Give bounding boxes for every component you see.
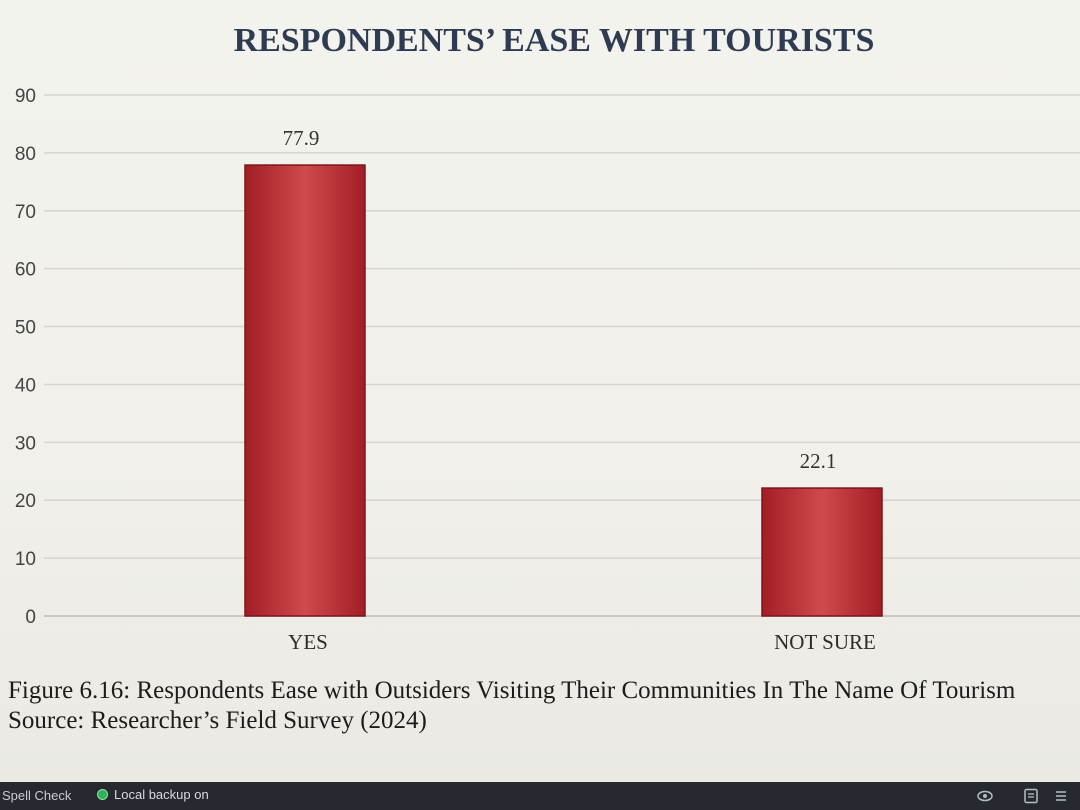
status-bar: Spell Check Local backup on	[0, 782, 1080, 810]
x-category-label: YES	[288, 630, 328, 654]
document-page: RESPONDENTS’ EASE WITH TOURISTS 0 10 20 30 4…	[0, 0, 1080, 782]
figure-caption: Figure 6.16: Respondents Ease with Outsi…	[8, 677, 1016, 704]
spell-check-button[interactable]: Spell Check	[2, 788, 72, 803]
x-category-label: NOT SURE	[774, 630, 876, 654]
list-icon[interactable]	[1052, 787, 1070, 805]
y-tick-label: 60	[15, 260, 36, 281]
local-backup-indicator[interactable]: Local backup on	[97, 787, 209, 802]
eye-icon[interactable]	[976, 787, 994, 805]
bar-not-sure	[761, 487, 883, 617]
y-tick-label: 70	[15, 202, 36, 223]
y-tick-label: 30	[15, 433, 36, 454]
y-tick-label: 80	[15, 144, 36, 165]
data-label: 77.9	[283, 126, 320, 150]
bar-yes	[244, 164, 366, 617]
chart-title: RESPONDENTS’ EASE WITH TOURISTS	[234, 22, 875, 59]
y-tick-label: 50	[15, 318, 36, 339]
y-tick-label: 90	[15, 86, 36, 107]
figure-caption-block: Figure 6.16: Respondents Ease with Outsi…	[8, 676, 1068, 736]
y-tick-label: 40	[15, 375, 36, 396]
y-tick-label: 10	[15, 549, 36, 570]
notes-icon[interactable]	[1022, 787, 1040, 805]
backup-status-icon	[97, 789, 108, 800]
backup-label: Local backup on	[114, 787, 209, 802]
bar-chart: RESPONDENTS’ EASE WITH TOURISTS 0 10 20 30 4…	[15, 22, 1080, 654]
y-tick-label: 20	[15, 491, 36, 512]
figure-source: Source: Researcher’s Field Survey (2024)	[8, 707, 427, 734]
data-label: 22.1	[800, 449, 837, 473]
y-tick-label: 0	[25, 607, 36, 628]
